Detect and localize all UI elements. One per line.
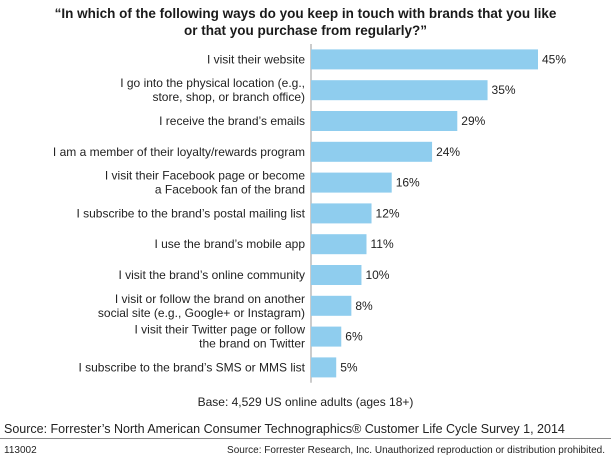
category-label-line: store, shop, or branch office) (152, 90, 305, 104)
base-note: Base: 4,529 US online adults (ages 18+) (197, 395, 414, 409)
bar-value-label: 8% (355, 299, 373, 313)
category-label-line: I visit their Facebook page or become (105, 169, 305, 183)
footer-divider (0, 438, 611, 439)
bar (311, 111, 458, 131)
bar (311, 172, 392, 193)
bar-value-label: 10% (365, 268, 389, 282)
category-label-line: I use the brand’s mobile app (154, 237, 305, 251)
category-label: I visit their website (207, 52, 305, 66)
category-label: I receive the brand’s emails (159, 114, 305, 128)
bar (311, 265, 362, 285)
footer-copyright: Source: Forrester Research, Inc. Unautho… (227, 445, 605, 456)
bar-value-label: 5% (340, 360, 358, 374)
bar-value-label: 16% (396, 176, 420, 190)
bar-value-label: 35% (492, 83, 516, 97)
bar (311, 49, 538, 70)
bar (311, 295, 352, 316)
category-label-line: I subscribe to the brand’s SMS or MMS li… (78, 360, 305, 374)
bar-value-label: 24% (436, 145, 460, 159)
category-label: I visit their Facebook page or become a F… (105, 169, 305, 197)
bar (311, 234, 367, 255)
category-label-line: a Facebook fan of the brand (155, 183, 305, 197)
category-label-line: I visit the brand’s online community (118, 268, 305, 282)
category-label: I am a member of their loyalty/rewards p… (53, 145, 305, 159)
chart-title: “In which of the following ways do you k… (0, 5, 611, 39)
chart-title-line-1: “In which of the following ways do you k… (54, 6, 557, 21)
category-label: I visit or follow the brand on another so… (98, 292, 305, 320)
category-label-line: I visit their website (207, 52, 305, 66)
bar-value-label: 11% (370, 237, 393, 251)
bar (311, 141, 433, 162)
category-label: I visit the brand’s online community (118, 268, 305, 282)
category-label: I visit their Twitter page or follow the … (134, 323, 305, 351)
bar (311, 80, 488, 101)
bar (311, 326, 342, 347)
category-label: I subscribe to the brand’s postal mailin… (76, 206, 305, 220)
category-label: I use the brand’s mobile app (154, 237, 305, 251)
footer-code: 113002 (4, 445, 37, 456)
category-label-line: I am a member of their loyalty/rewards p… (53, 145, 305, 159)
category-label-line: I go into the physical location (e.g., (120, 76, 305, 90)
category-label-line: I visit their Twitter page or follow (134, 323, 305, 337)
bar-value-label: 12% (376, 206, 400, 220)
bar-value-label: 29% (461, 114, 485, 128)
bar-value-label: 6% (345, 330, 363, 344)
chart-title-line-2: or that you purchase from regularly?” (183, 23, 428, 38)
category-label: I go into the physical location (e.g., st… (120, 76, 305, 104)
category-label-line: I subscribe to the brand’s postal mailin… (76, 206, 305, 220)
category-label-line: I receive the brand’s emails (159, 114, 305, 128)
bar (311, 203, 372, 224)
source-note: Source: Forrester’s North American Consu… (4, 422, 565, 436)
category-label: I subscribe to the brand’s SMS or MMS li… (78, 360, 305, 374)
category-label-line: social site (e.g., Google+ or Instagram) (98, 306, 305, 320)
category-label-line: I visit or follow the brand on another (115, 292, 305, 306)
bar (311, 357, 337, 378)
category-label-line: the brand on Twitter (199, 337, 305, 351)
bar-value-label: 45% (542, 52, 566, 66)
